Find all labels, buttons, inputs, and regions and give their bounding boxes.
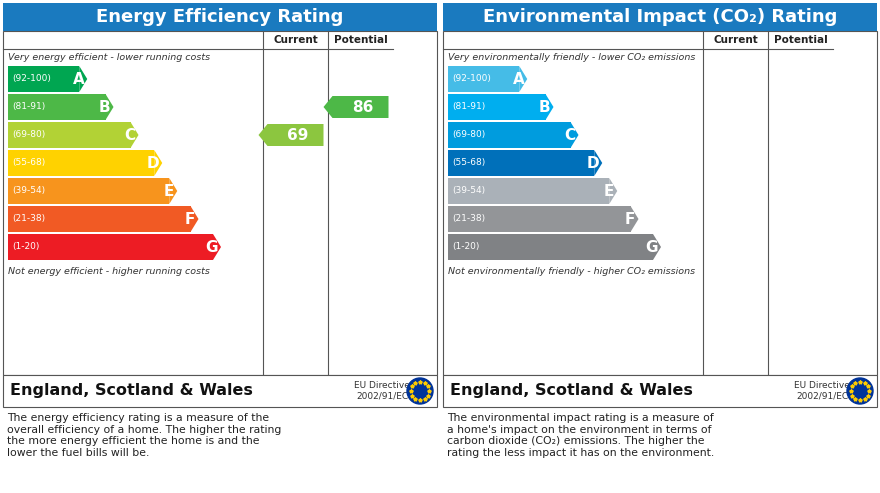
Text: (69-80): (69-80) [452, 131, 485, 140]
Text: Not energy efficient - higher running costs: Not energy efficient - higher running co… [8, 267, 209, 276]
Text: Environmental Impact (CO₂) Rating: Environmental Impact (CO₂) Rating [483, 8, 837, 26]
Text: (69-80): (69-80) [12, 131, 45, 140]
Text: Energy Efficiency Rating: Energy Efficiency Rating [96, 8, 344, 26]
Text: E: E [164, 183, 174, 199]
Bar [448, 122, 570, 148]
Polygon shape [653, 234, 661, 260]
Text: England, Scotland & Wales: England, Scotland & Wales [450, 384, 693, 398]
Bar [3, 375, 437, 407]
Text: C: C [124, 128, 136, 142]
Text: 69: 69 [287, 128, 308, 142]
Text: (81-91): (81-91) [452, 103, 485, 111]
Text: G: G [206, 240, 218, 254]
Bar [8, 66, 79, 92]
Text: F: F [625, 211, 635, 226]
Bar [448, 206, 630, 232]
Bar [448, 234, 653, 260]
Bar [443, 375, 877, 407]
Bar [448, 66, 519, 92]
Text: D: D [587, 155, 599, 171]
Text: B: B [99, 100, 111, 114]
Polygon shape [259, 124, 324, 146]
Text: (92-100): (92-100) [12, 74, 51, 83]
Text: B: B [539, 100, 551, 114]
Text: Potential: Potential [334, 35, 387, 45]
Bar [8, 234, 213, 260]
Circle shape [847, 378, 873, 404]
Text: The energy efficiency rating is a measure of the
overall efficiency of a home. T: The energy efficiency rating is a measur… [7, 413, 282, 458]
Polygon shape [519, 66, 527, 92]
Bar [8, 122, 130, 148]
Polygon shape [570, 122, 578, 148]
Text: A: A [72, 71, 84, 86]
Text: EU Directive
2002/91/EC: EU Directive 2002/91/EC [354, 381, 410, 401]
Polygon shape [594, 150, 602, 176]
Polygon shape [546, 94, 554, 120]
Polygon shape [630, 206, 639, 232]
Polygon shape [609, 178, 617, 204]
Text: (55-68): (55-68) [452, 159, 485, 168]
Polygon shape [213, 234, 221, 260]
Polygon shape [154, 150, 162, 176]
Text: (92-100): (92-100) [452, 74, 491, 83]
Text: Very environmentally friendly - lower CO₂ emissions: Very environmentally friendly - lower CO… [448, 54, 695, 63]
Text: (55-68): (55-68) [12, 159, 45, 168]
Text: Current: Current [713, 35, 758, 45]
Text: (39-54): (39-54) [12, 186, 45, 196]
Bar [448, 178, 609, 204]
Circle shape [407, 378, 433, 404]
Bar [443, 3, 877, 31]
Text: C: C [564, 128, 576, 142]
Polygon shape [79, 66, 87, 92]
Text: 86: 86 [352, 100, 373, 114]
Polygon shape [324, 96, 388, 118]
Text: D: D [147, 155, 159, 171]
Text: (21-38): (21-38) [452, 214, 485, 223]
Text: Not environmentally friendly - higher CO₂ emissions: Not environmentally friendly - higher CO… [448, 267, 695, 276]
Bar [8, 206, 190, 232]
Bar [3, 3, 437, 31]
Text: Potential: Potential [774, 35, 827, 45]
Bar [8, 150, 154, 176]
Bar [3, 31, 437, 375]
Text: F: F [185, 211, 195, 226]
Text: Current: Current [273, 35, 318, 45]
Text: A: A [512, 71, 524, 86]
Bar [448, 150, 594, 176]
Polygon shape [169, 178, 177, 204]
Text: (1-20): (1-20) [12, 243, 40, 251]
Text: EU Directive
2002/91/EC: EU Directive 2002/91/EC [794, 381, 850, 401]
Polygon shape [106, 94, 114, 120]
Bar [8, 94, 106, 120]
Text: (81-91): (81-91) [12, 103, 45, 111]
Bar [443, 31, 877, 375]
Text: (1-20): (1-20) [452, 243, 480, 251]
Text: England, Scotland & Wales: England, Scotland & Wales [10, 384, 253, 398]
Text: (21-38): (21-38) [12, 214, 45, 223]
Text: The environmental impact rating is a measure of
a home's impact on the environme: The environmental impact rating is a mea… [447, 413, 715, 458]
Text: Very energy efficient - lower running costs: Very energy efficient - lower running co… [8, 54, 210, 63]
Bar [448, 94, 546, 120]
Polygon shape [190, 206, 199, 232]
Text: E: E [604, 183, 614, 199]
Text: G: G [646, 240, 658, 254]
Text: (39-54): (39-54) [452, 186, 485, 196]
Bar [8, 178, 169, 204]
Polygon shape [130, 122, 138, 148]
